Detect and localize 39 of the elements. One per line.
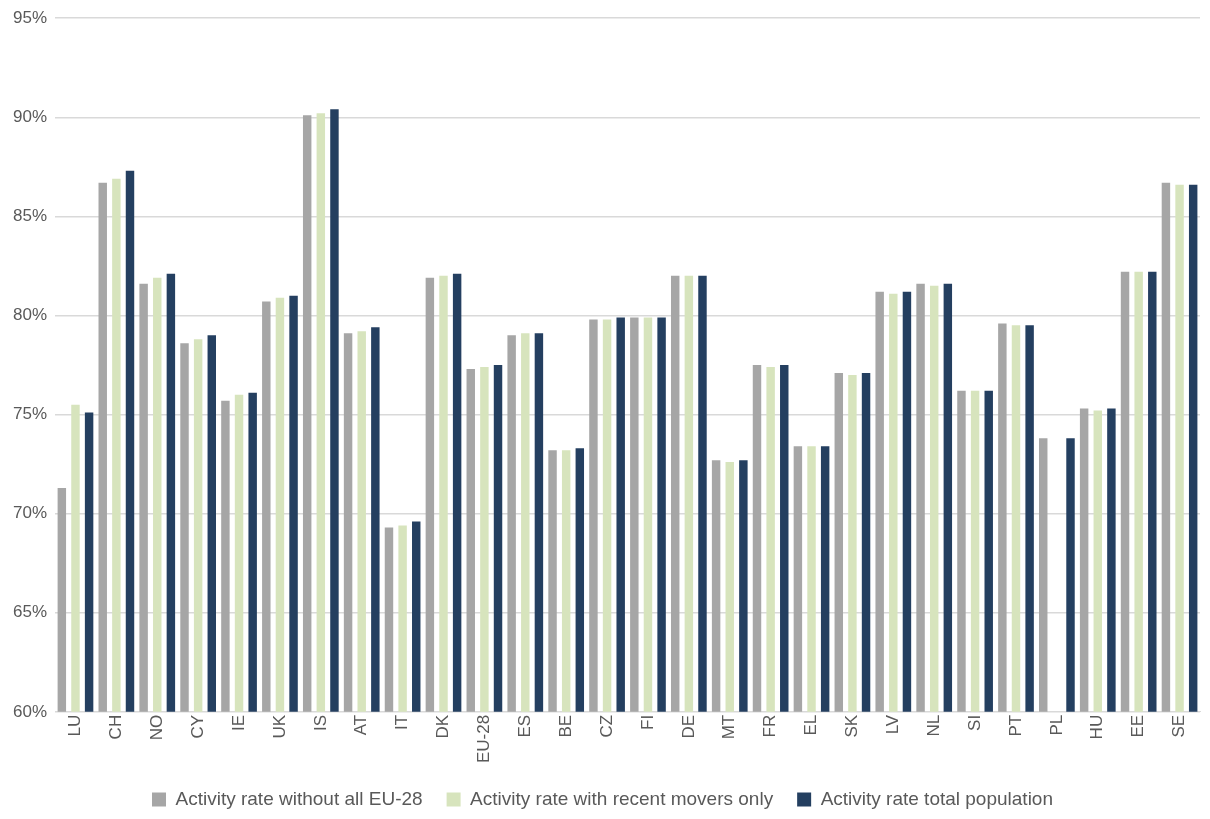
x-tick-label: FR (760, 714, 780, 738)
x-tick-label: SI (964, 714, 984, 731)
y-tick-label: 70% (12, 503, 48, 523)
x-tick-label: IS (310, 714, 330, 731)
x-tick-label: LU (65, 714, 85, 737)
x-tick-label: LV (883, 714, 902, 735)
x-tick-label: DK (433, 714, 453, 739)
x-tick-label: UK (269, 714, 289, 739)
y-tick-label: 95% (12, 7, 48, 27)
y-tick-label: 85% (12, 206, 48, 226)
x-tick-label: IE (228, 714, 248, 731)
x-tick-label: HU (1087, 714, 1107, 740)
x-tick-label: CZ (596, 714, 616, 738)
x-tick-label: CY (187, 714, 207, 739)
y-tick-label: 65% (12, 602, 48, 622)
legend-label: Activity rate with recent movers only (470, 787, 774, 809)
x-tick-label: PT (1005, 714, 1025, 737)
y-tick-label: 90% (12, 106, 48, 126)
legend-label: Activity rate total population (820, 787, 1053, 809)
x-tick-label: NL (923, 714, 943, 737)
x-tick-label: IT (392, 714, 412, 730)
x-tick-label: DE (678, 714, 698, 739)
x-tick-label: CH (106, 714, 126, 740)
y-tick-label: 75% (12, 404, 48, 424)
x-tick-label: NO (146, 714, 166, 741)
x-tick-label: EU-28 (474, 714, 494, 763)
x-tick-label: MT (719, 714, 739, 740)
y-tick-label: 80% (12, 305, 48, 325)
x-tick-label: PL (1046, 714, 1066, 736)
x-tick-label: SE (1169, 714, 1189, 738)
x-tick-label: AT (351, 714, 371, 736)
x-tick-label: SK (842, 714, 862, 738)
x-tick-label: BE (555, 714, 575, 738)
x-tick-label: ES (514, 714, 534, 738)
y-tick-label: 60% (12, 701, 48, 721)
x-tick-label: EE (1128, 714, 1148, 738)
x-tick-label: FI (637, 714, 657, 730)
x-tick-label: EL (801, 714, 821, 736)
legend-label: Activity rate without all EU-28 (175, 787, 423, 809)
